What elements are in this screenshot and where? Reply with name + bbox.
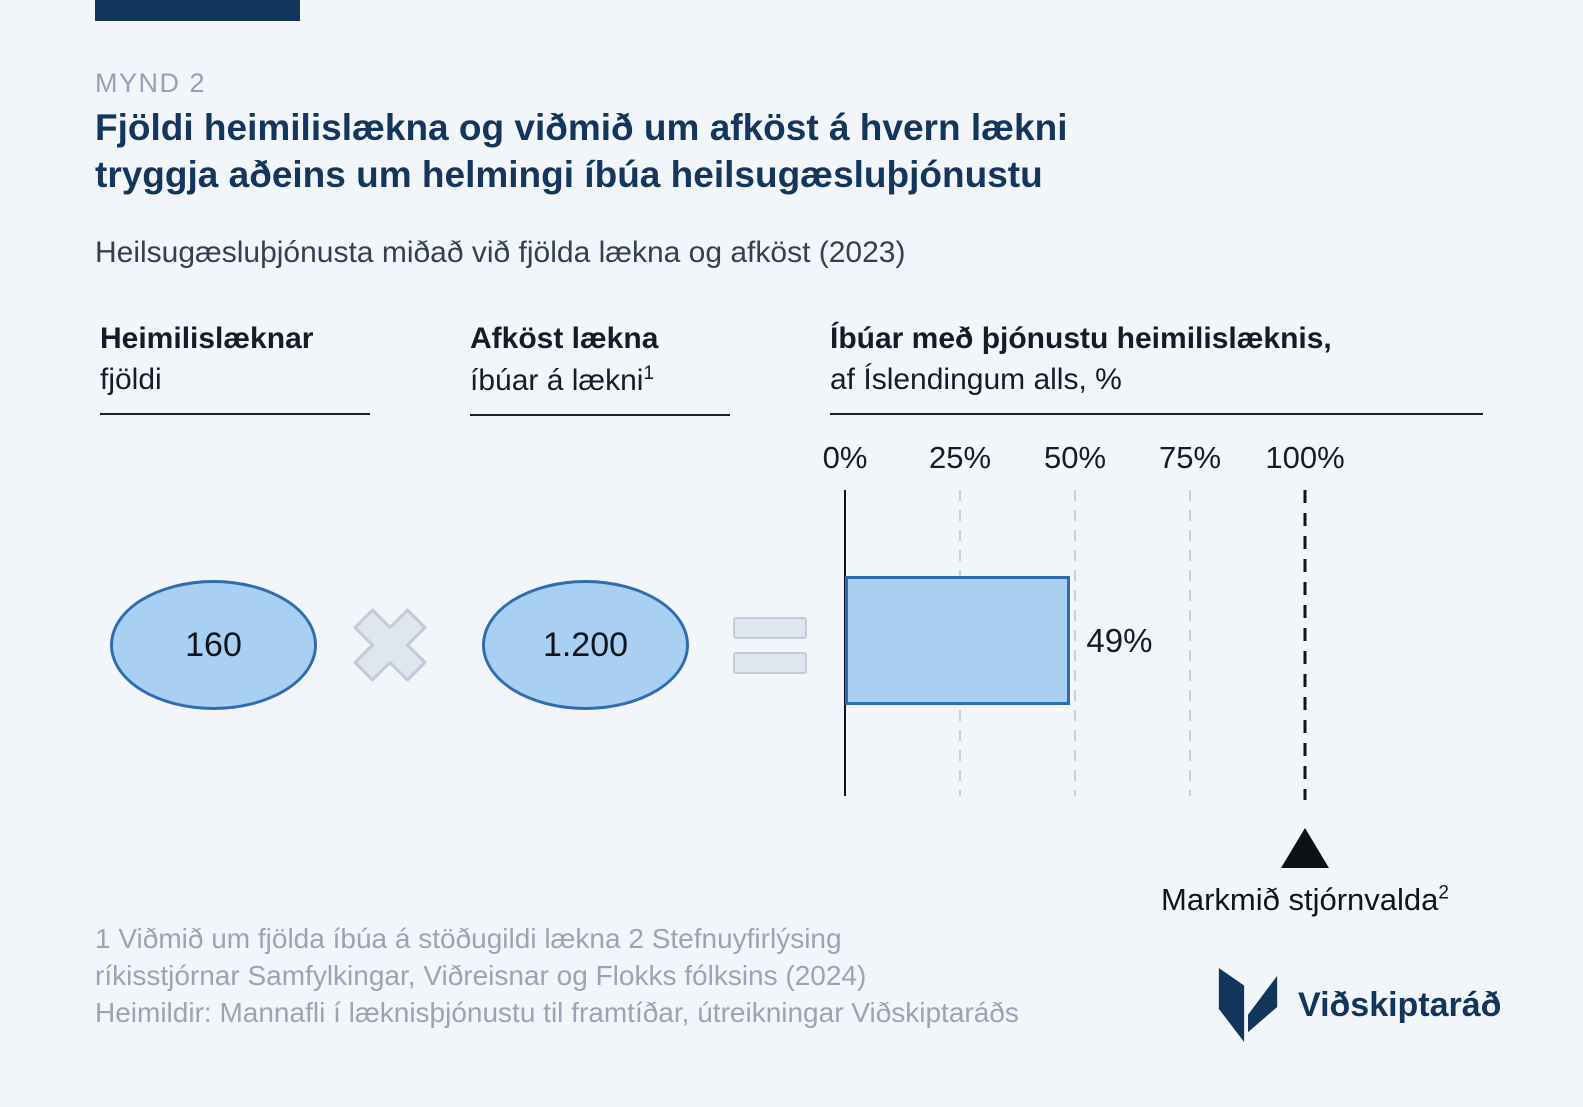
doctors-count-ellipse: 160 (110, 580, 317, 710)
vidskiptarad-logo-mark (1218, 968, 1278, 1042)
column-header-doctors: Heimilislæknar fjöldi (100, 322, 370, 415)
column-title: Heimilislæknar (100, 322, 314, 355)
target-label: Markmið stjórnvalda2 (1161, 882, 1449, 917)
doctors-count-value: 160 (185, 625, 242, 664)
x-axis-tick-labels: 0% 25% 50% 75% 100% (823, 440, 1345, 480)
footnote-ref-2: 2 (1438, 882, 1449, 904)
axis-tick-label: 75% (1158, 440, 1222, 475)
column-header-coverage: Íbúar með þjónustu heimilislæknis, af Ís… (830, 322, 1483, 415)
axis-tick-label: 25% (928, 440, 992, 475)
figure-title: Fjöldi heimilislækna og viðmið um afköst… (95, 107, 1068, 196)
footnote-ref-1: 1 (643, 363, 655, 384)
target-dashed-line-100 (1303, 490, 1307, 800)
gridline-75 (1189, 490, 1191, 796)
target-triangle-marker (1281, 828, 1329, 868)
axis-tick-label: 0% (822, 440, 868, 475)
column-header-output: Afköst lækna íbúar á lækni1 (470, 322, 730, 416)
vidskiptarad-wordmark: Viðskiptaráð (1298, 985, 1502, 1024)
vidskiptarad-logo: Viðskiptaráð (1213, 963, 1501, 1047)
service-bar (845, 576, 1071, 705)
inhabitants-per-doctor-value: 1.200 (542, 625, 629, 664)
column-subtitle: íbúar á lækni1 (470, 363, 655, 397)
multiply-icon (348, 603, 432, 687)
column-title: Íbúar með þjónustu heimilislæknis, (830, 322, 1332, 355)
inhabitants-per-doctor-ellipse: 1.200 (482, 580, 689, 710)
bar-chart-plot: 49% (844, 490, 1307, 800)
figure-kicker: MYND 2 (95, 68, 207, 98)
bar-value-label: 49% (1086, 622, 1153, 659)
column-subtitle: fjöldi (100, 363, 162, 396)
footnotes: 1 Viðmið um fjölda íbúa á stöðugildi læk… (95, 923, 1019, 1029)
column-subtitle: af Íslendingum alls, % (830, 363, 1122, 396)
figure-subtitle: Heilsugæsluþjónusta miðað við fjölda læk… (95, 236, 906, 269)
column-title: Afköst lækna (470, 322, 659, 355)
axis-tick-label: 50% (1043, 440, 1107, 475)
equals-icon (733, 617, 807, 674)
axis-tick-label: 100% (1265, 440, 1345, 475)
accent-bar (95, 0, 300, 21)
gridline-50 (1074, 490, 1076, 796)
